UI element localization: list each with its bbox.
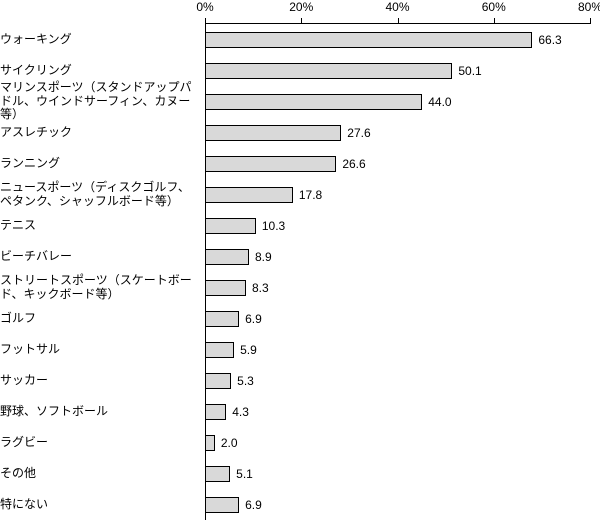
bar-value-label: 8.3: [252, 281, 269, 295]
bar-value-label: 27.6: [347, 126, 370, 140]
bar-cell: 6.9: [205, 311, 600, 327]
sports-preference-bar-chart: 0% 20% 40% 60% 80% ウォーキング 66.3 サイクリング 50.1 マリンスポー…: [0, 0, 600, 528]
category-label: マリンスポーツ（スタンドアップパドル、ウインドサーフィン、カヌー等）: [0, 81, 205, 122]
bar-value-label: 6.9: [245, 498, 262, 512]
table-row: 野球、ソフトボール 4.3: [0, 396, 600, 427]
table-row: その他 5.1: [0, 458, 600, 489]
category-label: サッカー: [0, 374, 205, 388]
table-row: フットサル 5.9: [0, 334, 600, 365]
x-tick-label: 0%: [196, 0, 213, 14]
bar-cell: 8.3: [205, 280, 600, 296]
bar-cell: 5.9: [205, 342, 600, 358]
bar-value-label: 2.0: [221, 436, 238, 450]
bar-cell: 5.1: [205, 466, 600, 482]
bar: [205, 249, 249, 265]
category-label: 特にない: [0, 498, 205, 512]
bar: [205, 280, 246, 296]
x-tick-label: 60%: [482, 0, 506, 14]
bar: [205, 373, 231, 389]
category-label: フットサル: [0, 343, 205, 357]
table-row: マリンスポーツ（スタンドアップパドル、ウインドサーフィン、カヌー等）44.0: [0, 86, 600, 117]
category-label: ゴルフ: [0, 312, 205, 326]
bar: [205, 94, 422, 110]
category-label: ランニング: [0, 157, 205, 171]
bar-cell: 4.3: [205, 404, 600, 420]
category-label: ニュースポーツ（ディスクゴルフ、ペタンク、シャッフルボード等）: [0, 181, 205, 209]
table-row: ランニング 26.6: [0, 148, 600, 179]
category-label: ウォーキング: [0, 33, 205, 47]
bar-value-label: 50.1: [458, 64, 481, 78]
bar-value-label: 10.3: [262, 219, 285, 233]
category-label: その他: [0, 467, 205, 481]
bar-cell: 2.0: [205, 435, 600, 451]
category-label: ビーチバレー: [0, 250, 205, 264]
bar-value-label: 5.9: [240, 343, 257, 357]
bar: [205, 125, 341, 141]
bar-cell: 6.9: [205, 497, 600, 513]
bar: [205, 156, 336, 172]
x-tick-label: 20%: [289, 0, 313, 14]
category-label: 野球、ソフトボール: [0, 405, 205, 419]
bar-cell: 66.3: [205, 32, 600, 48]
bar-cell: 8.9: [205, 249, 600, 265]
bar-value-label: 5.3: [237, 374, 254, 388]
bar: [205, 187, 293, 203]
table-row: ゴルフ 6.9: [0, 303, 600, 334]
table-row: ウォーキング 66.3: [0, 24, 600, 55]
bar: [205, 218, 256, 234]
plot-area: ウォーキング 66.3 サイクリング 50.1 マリンスポーツ（スタンドアップパドル、ウ…: [0, 24, 600, 520]
bar-cell: 10.3: [205, 218, 600, 234]
bar: [205, 466, 230, 482]
table-row: ラグビー 2.0: [0, 427, 600, 458]
bar-cell: 5.3: [205, 373, 600, 389]
bar-value-label: 66.3: [538, 33, 561, 47]
category-label: ストリートスポーツ（スケートボード、キックボード等）: [0, 274, 205, 302]
bar-cell: 50.1: [205, 63, 600, 79]
category-label: ラグビー: [0, 436, 205, 450]
bar-value-label: 8.9: [255, 250, 272, 264]
table-row: サッカー 5.3: [0, 365, 600, 396]
bar-value-label: 17.8: [299, 188, 322, 202]
bar-value-label: 6.9: [245, 312, 262, 326]
bar: [205, 311, 239, 327]
x-tick-label: 40%: [385, 0, 409, 14]
category-label: サイクリング: [0, 64, 205, 78]
table-row: ストリートスポーツ（スケートボード、キックボード等） 8.3: [0, 272, 600, 303]
bar-cell: 26.6: [205, 156, 600, 172]
bar-value-label: 26.6: [342, 157, 365, 171]
table-row: テニス 10.3: [0, 210, 600, 241]
bar-value-label: 4.3: [232, 405, 249, 419]
bar-cell: 17.8: [205, 187, 600, 203]
category-label: テニス: [0, 219, 205, 233]
bar-value-label: 44.0: [428, 95, 451, 109]
category-label: アスレチック: [0, 126, 205, 140]
bar-value-label: 5.1: [236, 467, 253, 481]
x-axis: 0% 20% 40% 60% 80%: [0, 0, 600, 24]
bar: [205, 342, 234, 358]
bar: [205, 63, 452, 79]
bar-cell: 44.0: [205, 94, 600, 110]
table-row: 特にない 6.9: [0, 489, 600, 520]
bar: [205, 32, 532, 48]
table-row: ニュースポーツ（ディスクゴルフ、ペタンク、シャッフルボード等） 17.8: [0, 179, 600, 210]
bar: [205, 404, 226, 420]
x-tick-label: 80%: [578, 0, 600, 14]
bar: [205, 435, 215, 451]
table-row: ビーチバレー 8.9: [0, 241, 600, 272]
bar-cell: 27.6: [205, 125, 600, 141]
bar: [205, 497, 239, 513]
